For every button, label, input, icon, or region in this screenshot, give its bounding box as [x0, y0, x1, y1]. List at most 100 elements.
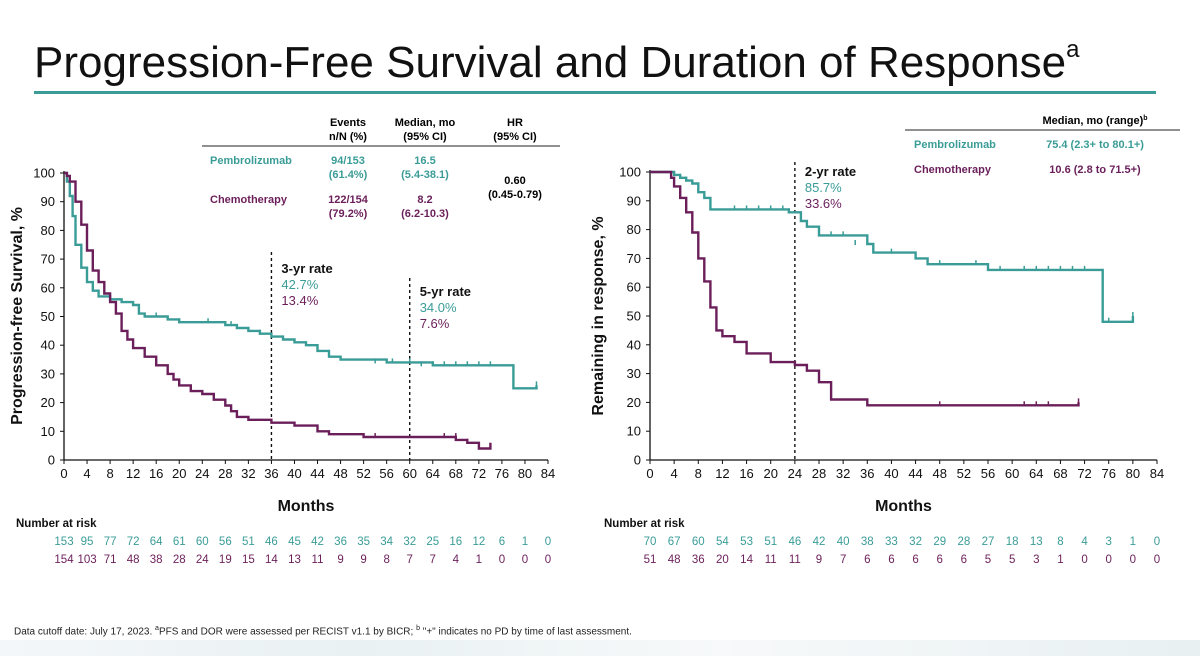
y-tick-label: 50	[627, 309, 641, 324]
chemo-at-risk-value: 7	[840, 554, 846, 566]
pembro-at-risk-value: 1	[522, 536, 528, 548]
hr-ci: (0.45-0.79)	[488, 189, 542, 201]
x-tick-label: 60	[1005, 466, 1019, 481]
x-tick-label: 12	[126, 466, 140, 481]
chemo-at-risk-value: 6	[961, 554, 967, 566]
x-tick-label: 84	[1150, 466, 1164, 481]
y-tick-label: 40	[41, 338, 55, 353]
y-axis-label: Progression-free Survival, %	[9, 207, 26, 425]
chemo-at-risk-value: 28	[173, 554, 186, 566]
y-tick-label: 0	[634, 453, 641, 468]
pembro-at-risk-value: 56	[219, 536, 232, 548]
pembro-at-risk-value: 1	[1130, 536, 1136, 548]
chemo-at-risk-value: 14	[265, 554, 278, 566]
x-tick-label: 56	[379, 466, 393, 481]
chemo-at-risk-value: 48	[127, 554, 140, 566]
pembro-at-risk-value: 77	[104, 536, 117, 548]
chemo-at-risk-value: 8	[383, 554, 389, 566]
x-tick-label: 52	[356, 466, 370, 481]
pembro-at-risk-value: 54	[716, 536, 729, 548]
x-tick-label: 56	[981, 466, 995, 481]
pembro-at-risk-value: 29	[933, 536, 946, 548]
chemo-at-risk-value: 71	[104, 554, 117, 566]
y-tick-label: 100	[33, 166, 55, 181]
y-tick-label: 60	[41, 280, 55, 295]
chemo-at-risk-value: 6	[864, 554, 870, 566]
row-chemo-name: Chemotherapy	[210, 194, 288, 206]
landmark-pembro-rate: 34.0%	[420, 300, 457, 315]
x-tick-label: 12	[715, 466, 729, 481]
x-axis-label: Months	[875, 498, 932, 515]
x-tick-label: 64	[426, 466, 440, 481]
y-tick-label: 50	[41, 309, 55, 324]
chemo-at-risk-value: 51	[644, 554, 657, 566]
chemo-at-risk-value: 154	[54, 554, 74, 566]
chemo-at-risk-value: 19	[219, 554, 232, 566]
x-tick-label: 48	[333, 466, 347, 481]
pembro-at-risk-value: 46	[265, 536, 278, 548]
charts-canvas: Events n/N (%) Median, mo (95% CI) HR (9…	[9, 115, 1180, 566]
pembro-at-risk-value: 51	[764, 536, 777, 548]
row-chemo-median-1: 8.2	[417, 194, 432, 206]
y-tick-label: 70	[41, 252, 55, 267]
pembro-at-risk-value: 27	[982, 536, 995, 548]
title-rule	[34, 91, 1156, 94]
chemo-at-risk-value: 15	[242, 554, 255, 566]
chemo-km-curve	[64, 171, 492, 450]
x-tick-label: 48	[932, 466, 946, 481]
x-tick-label: 8	[106, 466, 113, 481]
row-pembro-name: Pembrolizumab	[210, 155, 292, 167]
x-tick-label: 36	[860, 466, 874, 481]
pembro-at-risk-value: 28	[957, 536, 970, 548]
x-tick-label: 4	[671, 466, 678, 481]
x-tick-label: 76	[1101, 466, 1115, 481]
chemo-at-risk-value: 11	[765, 554, 777, 566]
pembro-at-risk-value: 45	[288, 536, 301, 548]
landmark-label: 2-yr rate	[805, 164, 856, 179]
x-tick-label: 16	[739, 466, 753, 481]
slide-title: Progression-Free Survival and Duration o…	[34, 36, 1080, 87]
chemo-at-risk-value: 14	[740, 554, 753, 566]
chemo-at-risk-value: 0	[1081, 554, 1087, 566]
x-tick-label: 0	[60, 466, 67, 481]
landmark-label: 3-yr rate	[281, 261, 332, 276]
pfs-summary-table: Events n/N (%) Median, mo (95% CI) HR (9…	[202, 117, 560, 220]
row-pembro-median-1: 16.5	[414, 155, 435, 167]
col-median-header-2: (95% CI)	[403, 131, 447, 143]
pembro-at-risk-value: 67	[668, 536, 681, 548]
x-tick-label: 40	[884, 466, 898, 481]
pembro-at-risk-value: 8	[1057, 536, 1063, 548]
chemo-at-risk-value: 0	[522, 554, 528, 566]
pembro-at-risk-value: 38	[861, 536, 874, 548]
pembro-at-risk-value: 36	[334, 536, 347, 548]
chemo-at-risk-value: 36	[692, 554, 705, 566]
x-tick-label: 84	[541, 466, 555, 481]
row-chemo-median-2: (6.2-10.3)	[401, 208, 449, 220]
chemo-at-risk-value: 11	[312, 554, 324, 566]
pembro-at-risk-value: 32	[403, 536, 416, 548]
chemo-at-risk-value: 5	[985, 554, 991, 566]
dor-row-chemo-median: 10.6 (2.8 to 71.5+)	[1049, 164, 1141, 176]
pembro-at-risk-value: 4	[1081, 536, 1088, 548]
pembro-at-risk-value: 33	[885, 536, 898, 548]
chemo-at-risk-value: 7	[430, 554, 436, 566]
x-tick-label: 72	[472, 466, 486, 481]
pembro-at-risk-value: 60	[196, 536, 209, 548]
chemo-at-risk-value: 7	[407, 554, 413, 566]
pembro-at-risk-value: 40	[837, 536, 850, 548]
pembro-at-risk-value: 72	[127, 536, 140, 548]
x-tick-label: 60	[402, 466, 416, 481]
chemo-at-risk-value: 38	[150, 554, 163, 566]
landmark-pembro-rate: 85.7%	[805, 180, 842, 195]
chemo-at-risk-value: 3	[1033, 554, 1039, 566]
chemo-km-curve	[650, 170, 1080, 407]
chemo-at-risk-value: 103	[77, 554, 96, 566]
footnote: Data cutoff date: July 17, 2023. aPFS an…	[14, 625, 632, 638]
dor-row-pembro-name: Pembrolizumab	[914, 139, 996, 151]
x-tick-label: 80	[1126, 466, 1140, 481]
pembro-at-risk-value: 35	[357, 536, 370, 548]
col-hr-header-2: (95% CI)	[493, 131, 537, 143]
x-tick-label: 68	[449, 466, 463, 481]
chemo-at-risk-value: 0	[1130, 554, 1136, 566]
pembro-at-risk-value: 12	[472, 536, 485, 548]
